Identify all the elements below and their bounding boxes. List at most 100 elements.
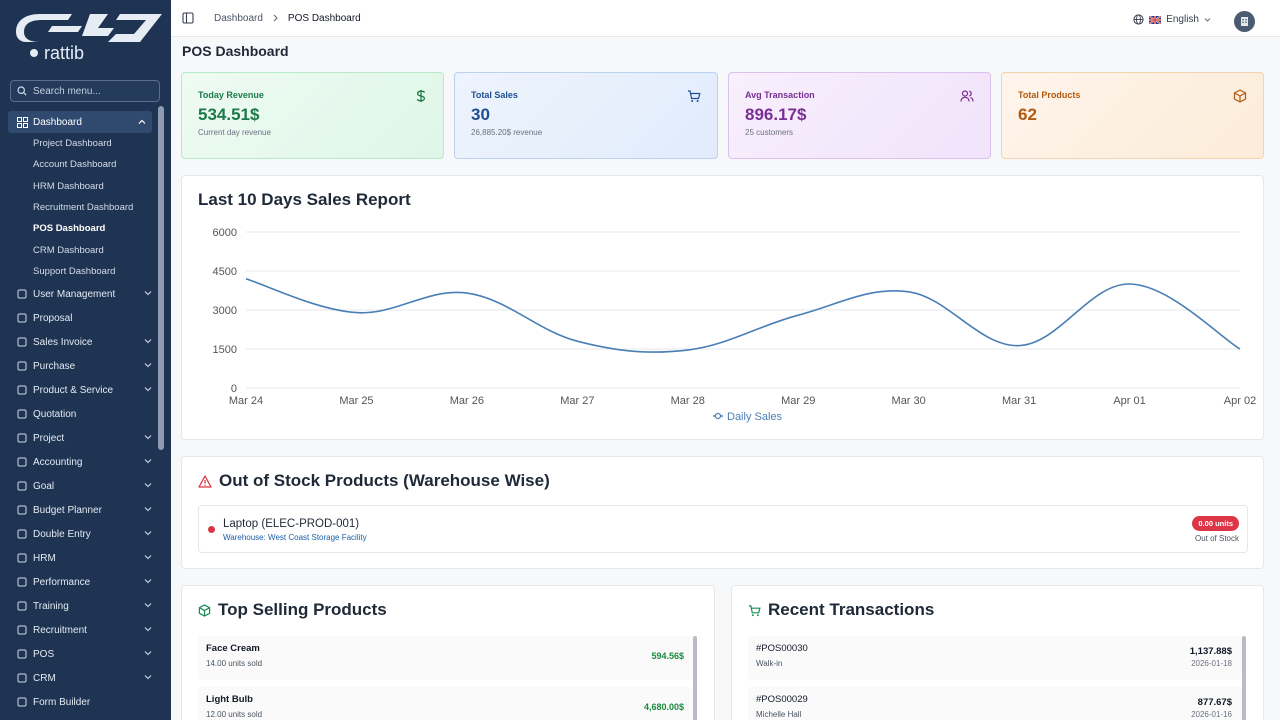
sidebar-item-product-service[interactable]: Product & Service: [0, 378, 160, 402]
sidebar-subitem-recruitment-dashboard[interactable]: Recruitment Dashboard: [33, 202, 134, 214]
sidebar-item-accounting[interactable]: Accounting: [0, 450, 160, 474]
user-avatar[interactable]: [1234, 11, 1255, 32]
customer-name: Walk-in: [756, 659, 783, 668]
out-of-stock-title: Out of Stock Products (Warehouse Wise): [219, 471, 550, 490]
card-value: 534.51$: [198, 105, 260, 124]
dollar-icon: [416, 90, 426, 102]
sidebar-item-label: CRM: [33, 672, 56, 684]
sidebar-item-form-builder[interactable]: Form Builder: [0, 690, 160, 714]
avg-transaction-card: Avg Transaction 896.17$ 25 customers: [728, 72, 991, 159]
stock-status: Out of Stock: [1194, 534, 1239, 543]
sidebar-scrollbar[interactable]: [158, 106, 164, 450]
cart-icon: [748, 604, 761, 616]
y-tick-label: 1500: [213, 344, 237, 356]
trend-icon: [16, 576, 28, 588]
language-selector[interactable]: English: [1133, 14, 1211, 25]
transaction-row[interactable]: #POS00030 Walk-in 1,137.88$ 2026-01-18: [748, 636, 1242, 680]
users-icon: [960, 90, 974, 102]
brand-logo[interactable]: rattib: [0, 0, 171, 70]
search-box[interactable]: [10, 80, 160, 102]
x-tick-label: Mar 24: [229, 395, 263, 407]
x-tick-label: Apr 02: [1224, 395, 1256, 407]
product-name: Laptop (ELEC-PROD-001): [223, 518, 360, 530]
dashboard-submenu: Project Dashboard Account Dashboard HRM Da…: [0, 133, 160, 282]
sidebar-item-proposal[interactable]: Proposal: [0, 306, 160, 330]
list-scrollbar[interactable]: [693, 636, 697, 720]
sidebar-subitem-crm-dashboard[interactable]: CRM Dashboard: [33, 244, 104, 256]
sidebar-item-quotation[interactable]: Quotation: [0, 402, 160, 426]
units-sold: 14.00 units sold: [206, 659, 263, 668]
sidebar-item-dashboard[interactable]: Dashboard: [8, 111, 152, 133]
sidebar-item-label: Quotation: [33, 408, 77, 420]
sidebar-item-training[interactable]: Training: [0, 594, 160, 618]
product-name: Face Cream: [206, 643, 260, 654]
list-item[interactable]: Face Cream 14.00 units sold 594.56$: [198, 636, 694, 680]
total-sales-card: Total Sales 30 26,885.20$ revenue: [454, 72, 718, 159]
chevron-down-icon: [1204, 17, 1211, 22]
transaction-row[interactable]: #POS00029 Michelle Hall 877.67$ 2026-01-…: [748, 687, 1242, 720]
sidebar-item-label: POS: [33, 648, 55, 660]
sidebar-toggle-icon[interactable]: [182, 12, 194, 24]
list-item[interactable]: Light Bulb 12.00 units sold 4,680.00$: [198, 687, 694, 720]
globe-icon: [1133, 14, 1144, 25]
chevron-down-icon: [144, 291, 152, 296]
sidebar-item-crm[interactable]: CRM: [0, 666, 160, 690]
sidebar-item-user-management[interactable]: User Management: [0, 282, 160, 306]
transaction-amount: 1,137.88$: [1189, 646, 1232, 657]
calculator-icon: [16, 456, 28, 468]
chevron-down-icon: [144, 675, 152, 680]
sidebar-item-performance[interactable]: Performance: [0, 570, 160, 594]
sales-amount: 594.56$: [651, 651, 684, 661]
sidebar-subitem-account-dashboard[interactable]: Account Dashboard: [33, 159, 117, 171]
sidebar-item-label: Product & Service: [33, 384, 114, 396]
chevron-down-icon: [144, 459, 152, 464]
dashboard-icon: [16, 116, 28, 128]
x-tick-label: Mar 27: [560, 395, 594, 407]
card-label: Total Sales: [471, 90, 518, 100]
cart-icon: [688, 90, 701, 102]
sidebar-item-label: Form Builder: [33, 696, 91, 708]
card-label: Today Revenue: [198, 90, 264, 100]
y-tick-label: 0: [231, 383, 237, 395]
top-selling-panel: Top Selling Products Face Cream 14.00 un…: [181, 585, 715, 720]
series-line-daily-sales: [245, 278, 1241, 353]
status-dot: [208, 526, 215, 533]
out-of-stock-row[interactable]: Laptop (ELEC-PROD-001) Warehouse: West C…: [198, 505, 1248, 553]
sidebar-item-double-entry[interactable]: Double Entry: [0, 522, 160, 546]
page-title: POS Dashboard: [182, 43, 289, 59]
sidebar-item-recruitment[interactable]: Recruitment: [0, 618, 160, 642]
sidebar-item-hrm[interactable]: HRM: [0, 546, 160, 570]
form-icon: [16, 696, 28, 708]
sidebar-item-label: Recruitment: [33, 624, 87, 636]
sidebar-item-sales-invoice[interactable]: Sales Invoice: [0, 330, 160, 354]
file-icon: [16, 336, 28, 348]
out-of-stock-title-wrap: Out of Stock Products (Warehouse Wise): [198, 471, 550, 491]
cap-icon: [16, 600, 28, 612]
package-icon: [1233, 89, 1247, 103]
uk-flag-icon: [1149, 15, 1162, 24]
chevron-down-icon: [144, 507, 152, 512]
chevron-down-icon: [144, 555, 152, 560]
sidebar-item-project[interactable]: Project: [0, 426, 160, 450]
chevron-down-icon: [144, 435, 152, 440]
x-tick-label: Mar 29: [781, 395, 815, 407]
sidebar-subitem-hrm-dashboard[interactable]: HRM Dashboard: [33, 180, 104, 192]
sidebar-item-label: Sales Invoice: [33, 336, 93, 348]
sidebar-subitem-project-dashboard[interactable]: Project Dashboard: [33, 138, 112, 150]
breadcrumb-root[interactable]: Dashboard: [214, 12, 263, 24]
transaction-date: 2026-01-18: [1191, 659, 1232, 668]
sidebar-item-budget-planner[interactable]: Budget Planner: [0, 498, 160, 522]
chevron-down-icon: [144, 339, 152, 344]
list-scrollbar[interactable]: [1242, 636, 1246, 720]
warehouse-name: Warehouse: West Coast Storage Facility: [223, 533, 367, 542]
search-input[interactable]: [33, 85, 153, 97]
card-subtext: 25 customers: [745, 128, 794, 137]
top-selling-title-wrap: Top Selling Products: [198, 600, 387, 620]
legend-daily-sales[interactable]: Daily Sales: [713, 411, 783, 423]
sidebar-item-pos[interactable]: POS: [0, 642, 160, 666]
sidebar-item-purchase[interactable]: Purchase: [0, 354, 160, 378]
chevron-down-icon: [144, 651, 152, 656]
sidebar-item-goal[interactable]: Goal: [0, 474, 160, 498]
sidebar-subitem-support-dashboard[interactable]: Support Dashboard: [33, 265, 116, 277]
sidebar-subitem-pos-dashboard[interactable]: POS Dashboard: [33, 223, 106, 235]
